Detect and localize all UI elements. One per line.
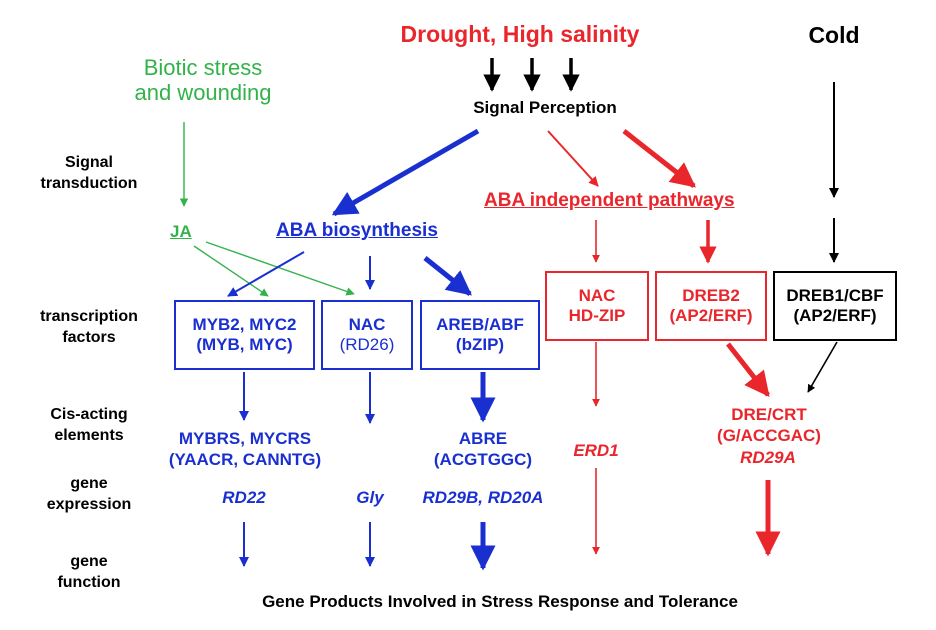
arrow-ja-to-nac xyxy=(205,241,355,296)
cis-dre-line1: DRE/CRT xyxy=(731,405,807,424)
tf-areb-line2: (bZIP) xyxy=(455,335,505,354)
tf-box-nac-rd26: NAC (RD26) xyxy=(321,300,413,370)
row-label-signal-transduction: Signal transduction xyxy=(24,153,154,195)
biotic-stress-stimulus: Biotic stress and wounding xyxy=(118,55,288,105)
cis-mybrs-line1: MYBRS, MYCRS xyxy=(178,429,312,448)
aba-biosynthesis: ABA biosynthesis xyxy=(276,220,438,241)
aba-independent-pathways: ABA independent pathways xyxy=(484,190,735,211)
arrow-perception-to-independent-2 xyxy=(622,129,696,188)
tf-box-myb2-myc2: MYB2, MYC2 (MYB, MYC) xyxy=(174,300,315,370)
cis-dre-crt: DRE/CRT (G/ACCGAC) xyxy=(694,404,844,447)
row-label-tf-line2: factors xyxy=(62,328,116,346)
row-label-tf-line1: transcription xyxy=(40,308,138,325)
gene-rd29a: RD29A xyxy=(740,448,796,467)
arrow-ja-to-myb xyxy=(193,245,269,297)
signal-perception-label: Signal Perception xyxy=(473,98,617,117)
arrow-dreb2-to-dre xyxy=(726,342,770,397)
tf-nac-hd-line2: HD-ZIP xyxy=(568,306,626,325)
cis-abre: ABRE (ACGTGGC) xyxy=(408,428,558,471)
tf-myb-line1: MYB2, MYC2 xyxy=(192,314,297,334)
row-label-expr-line2: expression xyxy=(46,495,132,513)
cold-stimulus: Cold xyxy=(808,22,860,48)
row-label-cis-line2: elements xyxy=(54,426,124,444)
tf-nac-line2: (RD26) xyxy=(339,335,395,354)
tf-dreb1-line2: (AP2/ERF) xyxy=(793,306,877,325)
cis-mybrs-mycrs: MYBRS, MYCRS (YAACR, CANNTG) xyxy=(150,428,340,471)
gene-products-label: Gene Products Involved in Stress Respons… xyxy=(262,592,738,611)
drought-salinity-stimulus: Drought, High salinity xyxy=(400,21,640,47)
tf-dreb1-line1: DREB1/CBF xyxy=(786,285,884,305)
tf-box-nac-hd-zip: NAC HD-ZIP xyxy=(545,271,649,341)
row-label-func-line1: gene xyxy=(70,553,108,570)
tf-dreb2-line2: (AP2/ERF) xyxy=(669,306,753,325)
row-label-signal-line2: transduction xyxy=(40,174,138,192)
gene-gly: Gly xyxy=(356,488,384,507)
row-label-signal-line1: Signal xyxy=(64,154,113,171)
tf-box-dreb1-cbf: DREB1/CBF (AP2/ERF) xyxy=(773,271,897,341)
arrow-aba-to-areb xyxy=(423,256,472,296)
tf-nac-line1: NAC xyxy=(348,314,386,334)
cis-mybrs-line2: (YAACR, CANNTG) xyxy=(168,450,322,470)
tf-box-dreb2: DREB2 (AP2/ERF) xyxy=(655,271,767,341)
tf-box-areb-abf: AREB/ABF (bZIP) xyxy=(420,300,540,370)
cis-abre-line2: (ACGTGGC) xyxy=(433,450,533,470)
row-label-gene-expression: gene expression xyxy=(24,474,154,516)
arrow-aba-to-myb xyxy=(227,251,305,297)
tf-nac-hd-line1: NAC xyxy=(578,285,616,305)
tf-myb-line2: (MYB, MYC) xyxy=(196,335,293,354)
gene-erd1: ERD1 xyxy=(573,441,619,460)
row-label-gene-function: gene function xyxy=(24,552,154,594)
arrow-perception-to-independent-1 xyxy=(547,130,599,187)
row-label-cis-line1: Cis-acting xyxy=(50,406,128,423)
biotic-stress-line2: and wounding xyxy=(134,79,272,105)
row-label-func-line2: function xyxy=(57,573,121,591)
arrow-dreb1-to-dre xyxy=(807,341,838,393)
gene-rd29b-rd20a: RD29B, RD20A xyxy=(422,488,544,507)
ja-pathway: JA xyxy=(170,222,192,241)
tf-dreb2-line1: DREB2 xyxy=(682,285,740,305)
row-label-transcription-factors: transcription factors xyxy=(24,307,154,349)
row-label-expr-line1: gene xyxy=(70,475,108,492)
cis-dre-line2: (G/ACCGAC) xyxy=(717,426,821,446)
cis-abre-line1: ABRE xyxy=(458,429,508,448)
gene-rd22: RD22 xyxy=(222,488,266,507)
tf-areb-line1: AREB/ABF xyxy=(436,314,524,334)
biotic-stress-line1: Biotic stress xyxy=(143,55,263,80)
arrow-perception-to-aba xyxy=(331,128,480,217)
row-label-cis-acting: Cis-acting elements xyxy=(24,405,154,447)
